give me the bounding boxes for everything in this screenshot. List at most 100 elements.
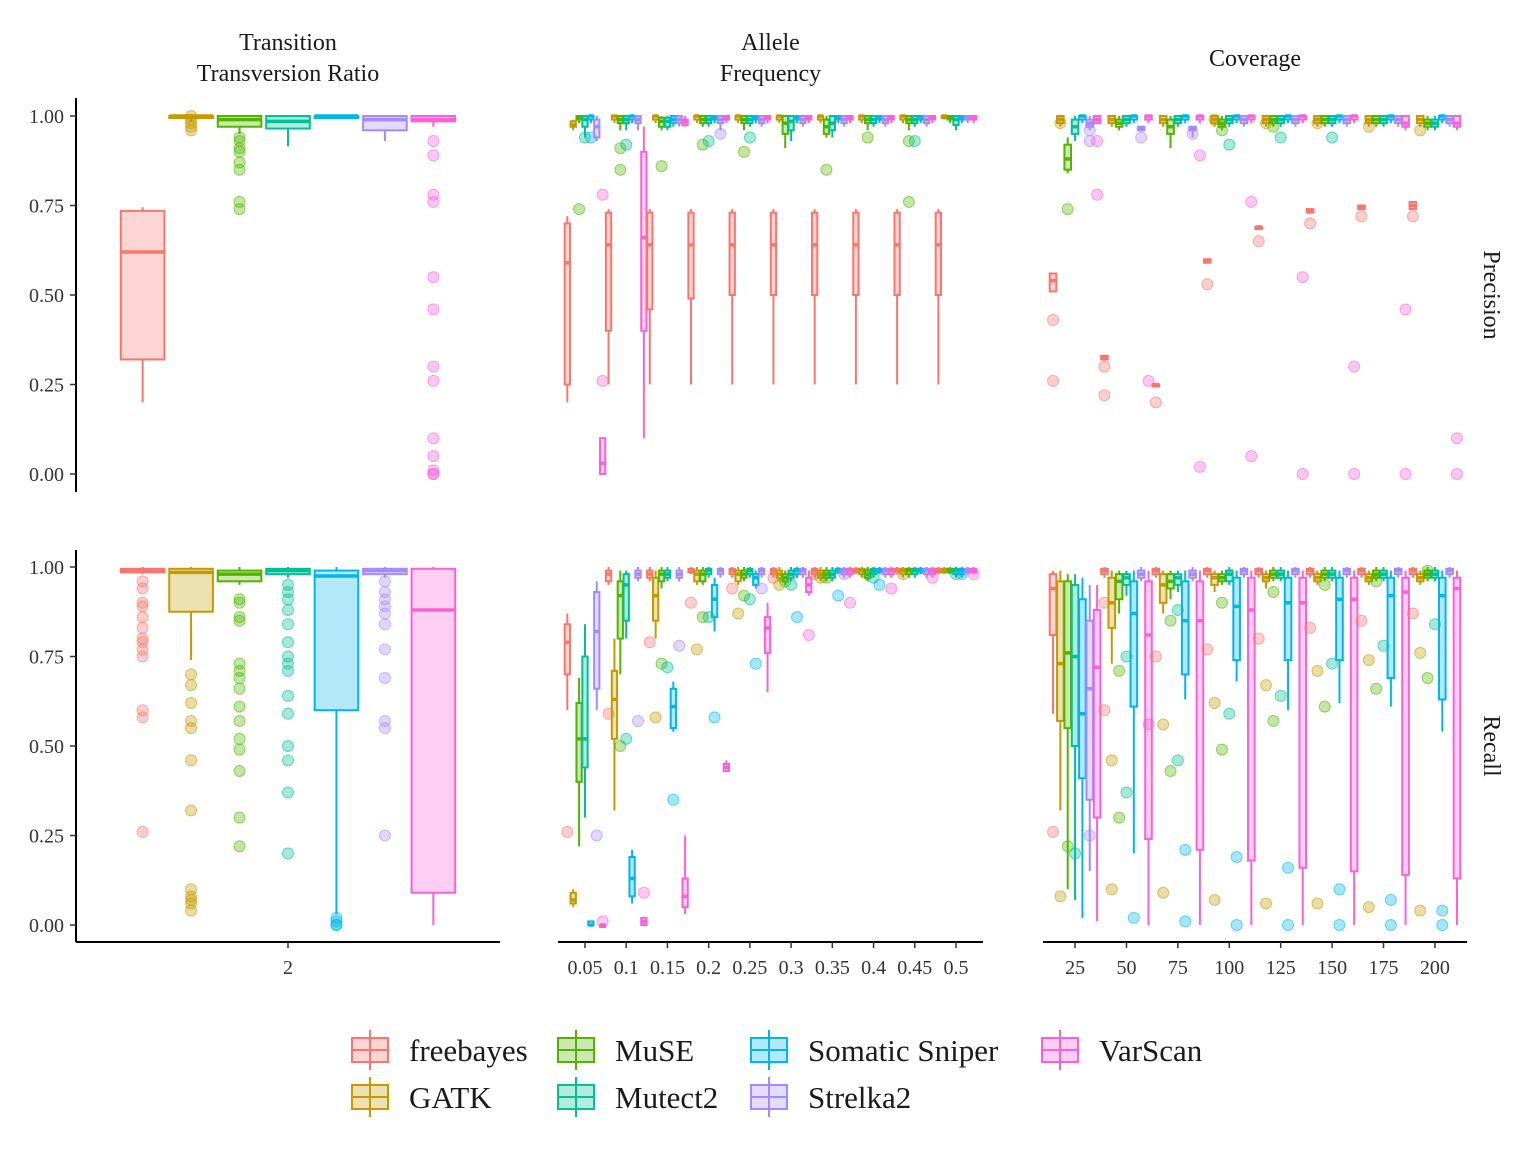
box-mutect2 — [1122, 115, 1131, 127]
outlier-point — [1282, 919, 1295, 931]
outlier-point — [136, 621, 149, 634]
outlier-point — [802, 629, 815, 642]
box-strelka2 — [1342, 567, 1352, 578]
box-somatic-sniper — [587, 920, 595, 927]
box-varscan — [1298, 570, 1308, 925]
outlier-point — [1355, 614, 1368, 627]
box-mutect2 — [1428, 567, 1441, 631]
box-body — [657, 569, 666, 583]
outlier-point — [1208, 697, 1221, 710]
box-gatk — [649, 570, 662, 724]
box-muse — [573, 115, 586, 216]
box-gatk — [1260, 570, 1273, 910]
x-tick-label: 150 — [1317, 957, 1347, 979]
box-mutect2 — [1069, 574, 1082, 900]
box-freebayes — [852, 567, 860, 575]
column-strip-label: Transversion Ratio — [197, 61, 379, 87]
box-body — [763, 616, 772, 654]
box-somatic-sniper — [1078, 577, 1087, 918]
outlier-point — [330, 915, 343, 928]
box-somatic-sniper — [873, 567, 886, 591]
x-tick-label: 50 — [1116, 957, 1136, 979]
outlier-point — [614, 163, 627, 176]
box-somatic-sniper — [1282, 570, 1295, 931]
outlier-point — [844, 596, 857, 609]
outlier-point — [1105, 754, 1118, 767]
box-varscan — [1142, 114, 1155, 387]
outlier-point — [1113, 664, 1126, 677]
box-varscan — [1193, 114, 1206, 473]
outlier-point — [1304, 621, 1317, 634]
box-somatic-sniper — [628, 849, 636, 904]
outlier-point — [1421, 671, 1434, 684]
box-varscan — [681, 835, 689, 915]
box-muse — [1215, 570, 1228, 756]
outlier-point — [185, 804, 198, 817]
outlier-point — [791, 611, 804, 624]
box-body — [1283, 576, 1293, 662]
box-freebayes — [1355, 204, 1368, 223]
legend-label: GATK — [409, 1080, 492, 1115]
outlier-point — [1245, 450, 1258, 463]
y-tick-label: 0.25 — [29, 826, 64, 848]
outlier-point — [1399, 468, 1412, 480]
box-gatk — [858, 114, 866, 124]
box-strelka2 — [840, 115, 848, 127]
box-varscan — [970, 115, 978, 124]
outlier-point — [785, 578, 798, 591]
box-varscan — [1399, 115, 1412, 480]
outlier-point — [233, 614, 246, 627]
y-tick-label: 0.25 — [29, 375, 64, 397]
panel-1-2: 25 50 75 100 125 150 175 200 — [1047, 564, 1462, 979]
outlier-point — [378, 586, 391, 599]
box-varscan — [1092, 584, 1102, 922]
box-body — [569, 891, 577, 905]
outlier-point — [1098, 360, 1111, 373]
outlier-point — [1047, 314, 1060, 327]
box-mutect2 — [581, 624, 589, 818]
box-body — [1063, 580, 1073, 730]
box-body — [1298, 576, 1308, 869]
box-somatic-sniper — [1230, 570, 1243, 931]
box-body — [581, 655, 589, 769]
x-tick-label: 0.25 — [732, 957, 767, 979]
box-body — [1452, 115, 1462, 128]
outlier-point — [1348, 468, 1361, 480]
outlier-point — [1164, 765, 1177, 778]
y-tick-label: 0.75 — [29, 196, 64, 218]
box-mutect2 — [702, 115, 715, 148]
outlier-point — [908, 135, 921, 148]
box-body — [1129, 580, 1139, 708]
outlier-point — [427, 135, 440, 148]
outlier-point — [282, 707, 294, 720]
box-strelka2 — [714, 115, 727, 140]
box-freebayes — [119, 567, 166, 838]
box-strelka2 — [675, 115, 683, 127]
box-freebayes — [728, 209, 736, 385]
outlier-point — [1450, 432, 1463, 445]
legend-label: Strelka2 — [808, 1080, 911, 1115]
outlier-point — [1282, 861, 1295, 874]
outlier-point — [832, 589, 845, 602]
box-mutect2 — [1070, 116, 1080, 142]
box-body — [681, 877, 689, 909]
outlier-point — [136, 825, 149, 838]
outlier-point — [233, 593, 246, 606]
outlier-point — [873, 578, 886, 591]
legend-item: freebayes — [351, 1030, 528, 1070]
box-gatk — [775, 114, 783, 124]
box-strelka2 — [1083, 584, 1096, 872]
outlier-point — [1318, 578, 1331, 591]
box-varscan — [1247, 570, 1256, 925]
outlier-point — [1450, 468, 1463, 480]
outlier-point — [136, 704, 149, 717]
box-strelka2 — [1291, 567, 1300, 578]
box-varscan — [681, 116, 689, 127]
outlier-point — [1098, 704, 1111, 717]
outlier-point — [378, 643, 391, 656]
box-body — [622, 573, 630, 622]
outlier-point — [282, 786, 294, 799]
x-tick-label: 200 — [1420, 957, 1450, 979]
box-freebayes — [811, 209, 819, 385]
